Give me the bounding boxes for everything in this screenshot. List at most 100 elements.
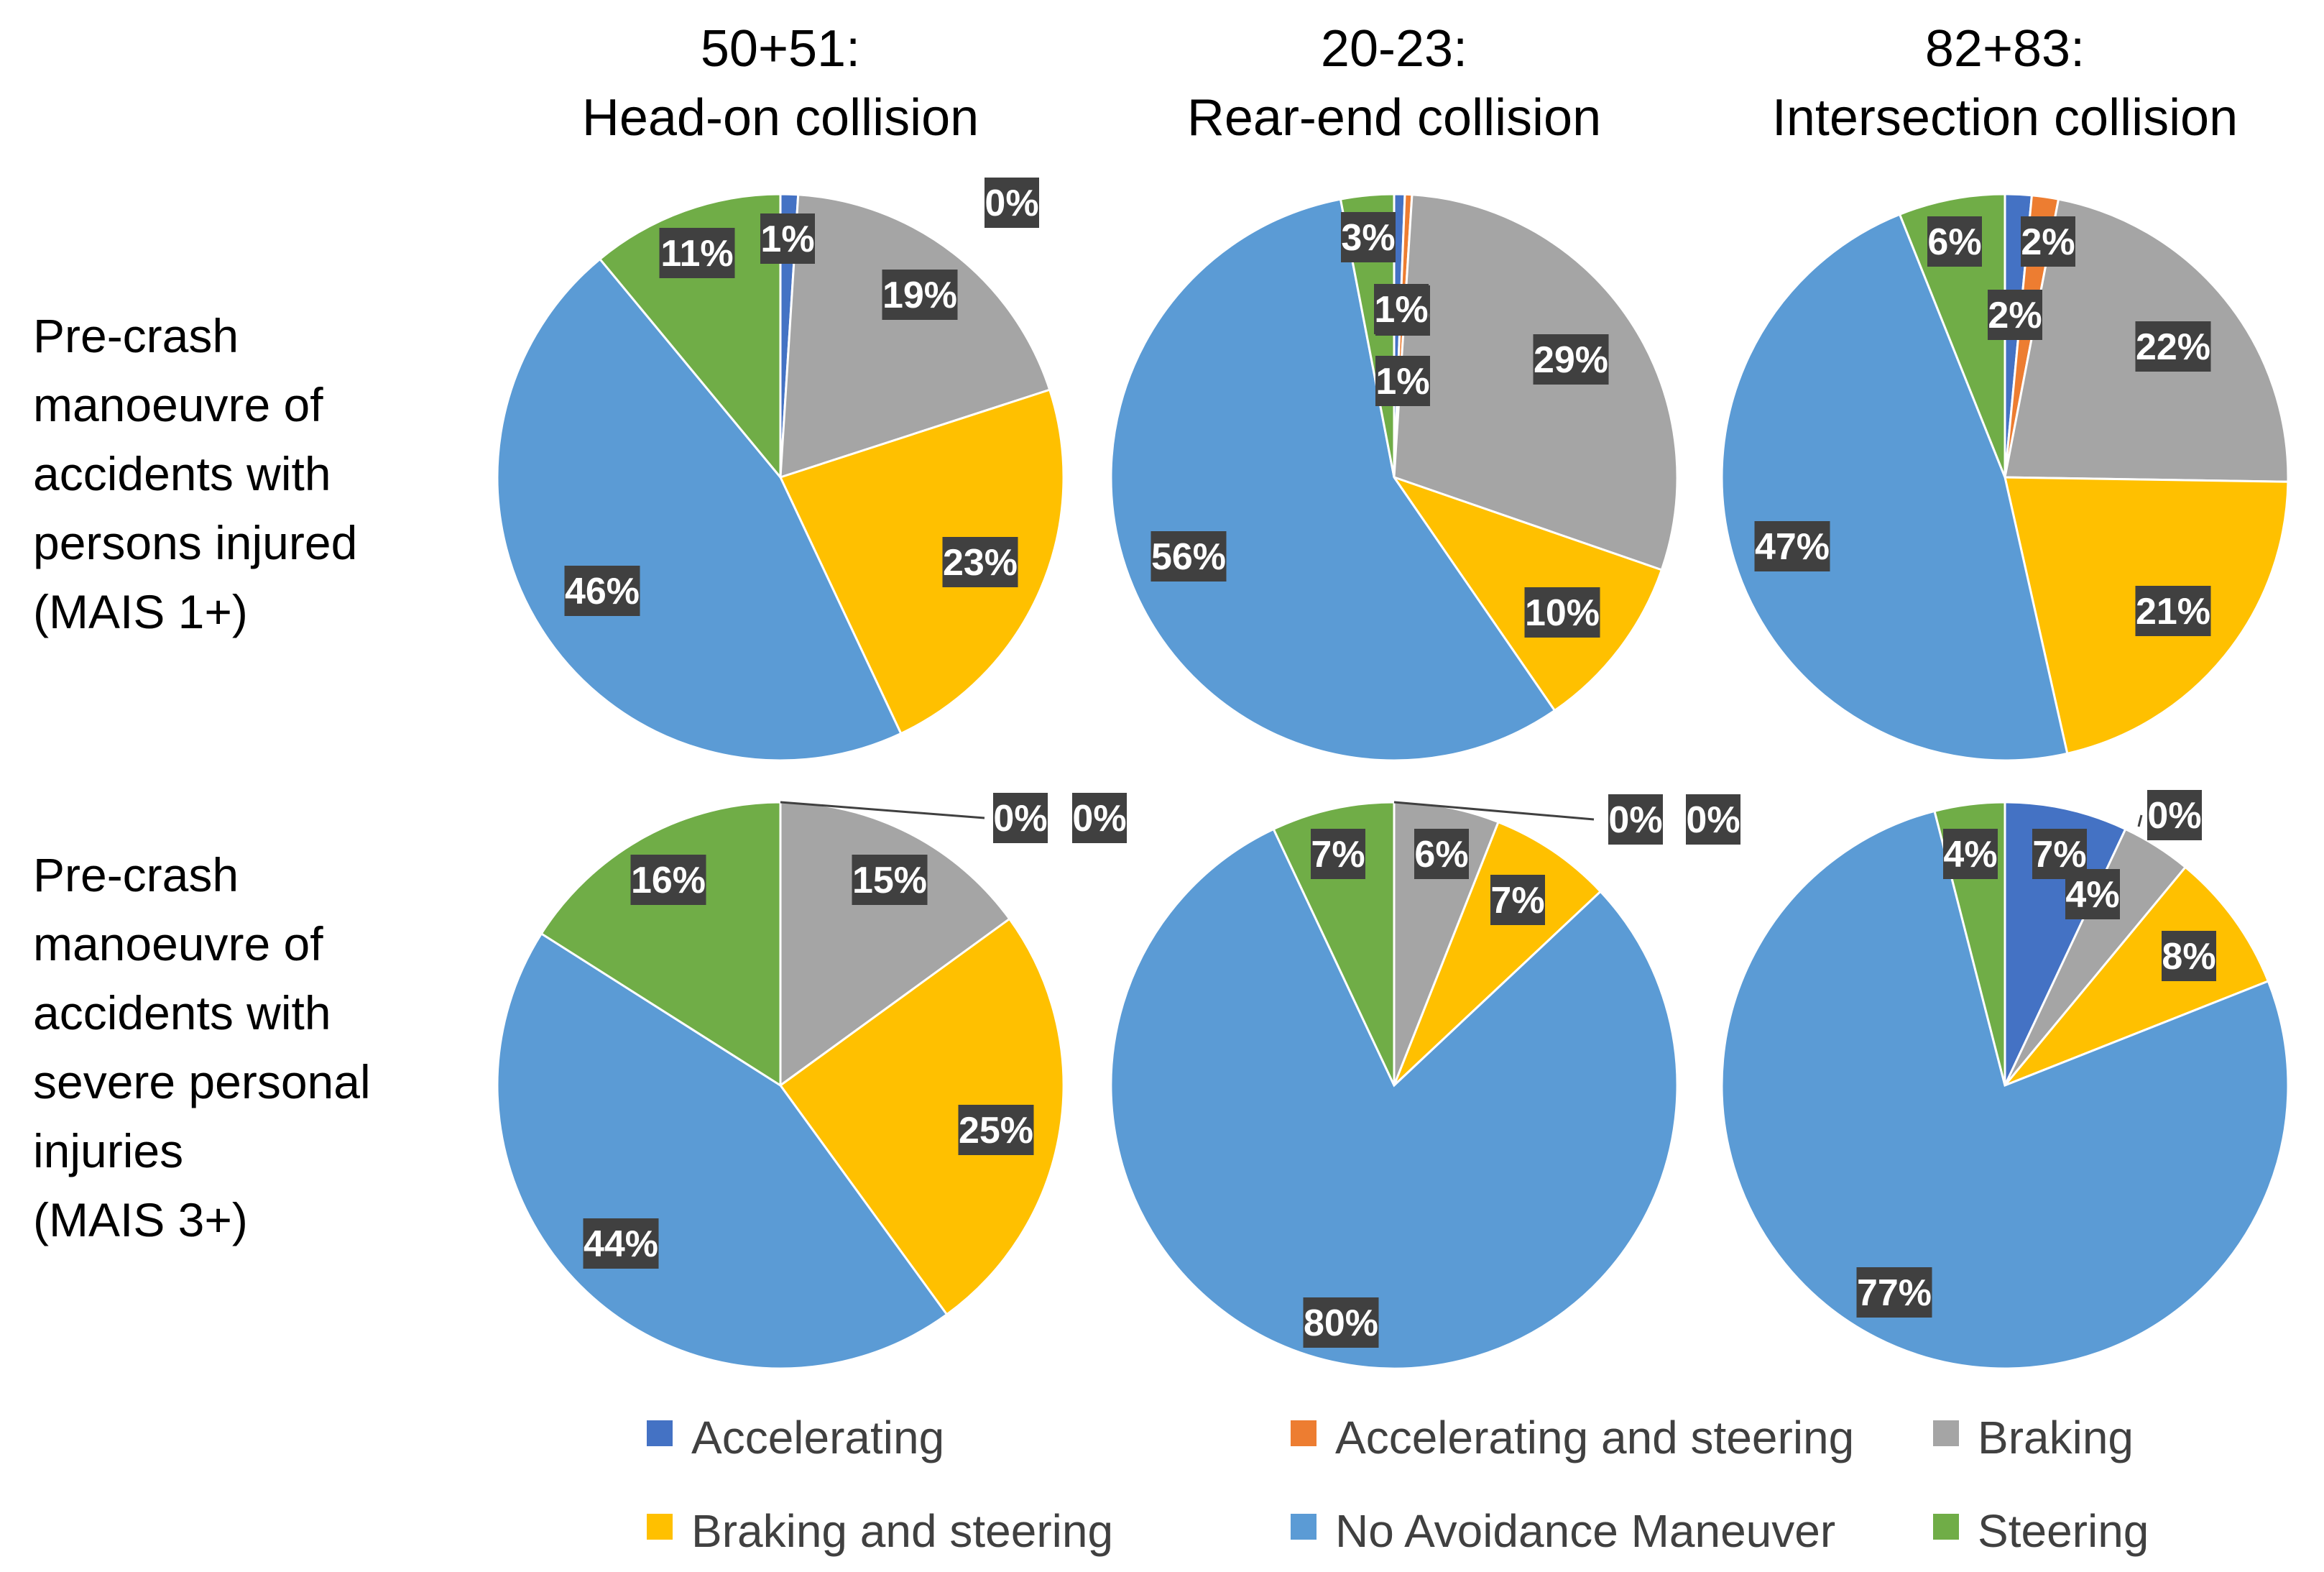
- legend-label-braking: Braking: [1978, 1412, 2134, 1463]
- pie-slice-braking: [779, 193, 1051, 479]
- data-label-no-avoidance-maneuver: 44%: [584, 1223, 658, 1265]
- pie-slice-no-avoidance-maneuver: [1720, 809, 2290, 1370]
- data-label-steering: 6%: [1927, 221, 1981, 263]
- pie-6: 7% 0% 4% 8% 77% 4%: [1720, 790, 2290, 1370]
- pie-1: 1% 0% 19% 23% 46% 11%: [496, 178, 1065, 762]
- data-label-accelerating-and-steering-box: [1375, 356, 1430, 406]
- pie-slice-steering: [1339, 193, 1396, 478]
- data-label-braking-box: [2065, 869, 2120, 919]
- data-label-accelerating-box: [1608, 794, 1663, 845]
- data-label-braking: 4%: [2065, 874, 2119, 916]
- data-label-steering: 4%: [1943, 834, 1997, 875]
- data-label-braking-and-steering: 23%: [943, 542, 1018, 584]
- data-label-braking-box: [852, 855, 928, 905]
- column-title-code-2: 20-23:: [1321, 20, 1467, 78]
- data-label-accelerating-box: [1988, 290, 2042, 340]
- column-title-name-2: Rear-end collision: [1187, 89, 1601, 147]
- legend-swatch-steering: [1933, 1514, 1959, 1540]
- data-label-steering-box: [659, 228, 735, 278]
- data-label-no-avoidance-maneuver: 77%: [1857, 1272, 1932, 1314]
- data-label-braking-box: [2135, 321, 2211, 372]
- row-label-mais3-line: Pre-crash: [33, 848, 239, 901]
- data-label-accelerating-and-steering: 0%: [1072, 798, 1126, 840]
- data-label-braking-and-steering: 7%: [1490, 880, 1544, 921]
- data-label-accelerating-box: [993, 793, 1048, 843]
- data-label-steering-box: [1943, 829, 1998, 879]
- pie-slice-no-avoidance-maneuver: [1110, 198, 1557, 762]
- data-label-braking: 19%: [882, 275, 957, 316]
- data-label-accelerating: 7%: [2032, 834, 2086, 875]
- data-label-braking-and-steering-box: [958, 1105, 1034, 1155]
- data-label-accelerating: 0%: [993, 798, 1047, 840]
- data-label-accelerating-and-steering: 0%: [1686, 799, 1740, 841]
- pie-slice-braking-and-steering: [2003, 865, 2270, 1087]
- data-label-no-avoidance-maneuver-box: [583, 1218, 659, 1269]
- pie-slice-no-avoidance-maneuver: [1720, 213, 2069, 762]
- data-label-braking-box: [882, 270, 958, 320]
- legend-label-accelerating: Accelerating: [691, 1412, 944, 1463]
- legend-swatch-accelerating-and-steering: [1291, 1420, 1317, 1446]
- data-label-accelerating-and-steering-box: [2021, 216, 2075, 267]
- data-label-accelerating: 2%: [1988, 295, 2042, 336]
- legend-label-braking-and-steering: Braking and steering: [691, 1505, 1113, 1557]
- row-label-mais3-line: (MAIS 3+): [33, 1193, 248, 1246]
- legend-swatch-braking: [1933, 1420, 1959, 1446]
- data-label-braking-box: [1533, 334, 1609, 385]
- data-label-no-avoidance-maneuver: 46%: [565, 571, 640, 612]
- data-label-braking-and-steering: 25%: [959, 1110, 1033, 1152]
- column-title-code-3: 82+83:: [1925, 20, 2085, 78]
- data-label-no-avoidance-maneuver-box: [1303, 1297, 1379, 1348]
- data-label-no-avoidance-maneuver-box: [1856, 1267, 1932, 1318]
- data-label-accelerating-and-steering: 0%: [2147, 795, 2201, 837]
- pie-slice-braking-and-steering: [1393, 820, 1603, 1087]
- data-label-braking: 29%: [1534, 339, 1608, 381]
- pie-slice-steering: [598, 193, 782, 481]
- legend-swatch-accelerating: [647, 1420, 673, 1446]
- row-label-mais3-line: injuries: [33, 1124, 183, 1177]
- data-label-braking-and-steering-box: [1524, 587, 1600, 638]
- data-label-no-avoidance-maneuver-box: [564, 566, 640, 616]
- data-label-accelerating: 0%: [1608, 799, 1662, 841]
- data-label-accelerating-and-steering: 2%: [2021, 221, 2075, 263]
- pie-slice-no-avoidance-maneuver: [1110, 827, 1679, 1370]
- data-label-accelerating-and-steering-box: [985, 178, 1039, 228]
- column-title-name-1: Head-on collision: [582, 89, 979, 147]
- pie-slice-braking-and-steering: [778, 917, 1065, 1316]
- data-label-accelerating-and-steering-box: [1686, 794, 1740, 845]
- row-label-mais1-line: manoeuvre of: [33, 378, 323, 431]
- legend-swatch-no-avoidance-maneuver: [1291, 1514, 1317, 1540]
- column-title-code-1: 50+51:: [701, 20, 860, 78]
- column-title-name-3: Intersection collision: [1772, 89, 2238, 147]
- data-label-braking-and-steering-box: [2135, 586, 2211, 636]
- row-label-mais3-line: accidents with: [33, 986, 331, 1039]
- data-label-extra-1: 1%: [1374, 289, 1428, 331]
- data-label-accelerating-box: [760, 213, 815, 264]
- leader-line: [2137, 814, 2143, 827]
- row-label-mais1: Pre-crash manoeuvre of accidents with pe…: [33, 309, 357, 638]
- data-label-steering: 3%: [1341, 217, 1395, 259]
- data-label-steering-box: [1341, 212, 1396, 262]
- data-label-braking: 15%: [852, 860, 927, 901]
- pies-layer: 1%0%19%23%46%11%1%1%29%10%56%3%1%2%2%22%…: [496, 178, 2290, 1370]
- row-label-mais3: Pre-crash manoeuvre of accidents with se…: [33, 848, 371, 1246]
- data-label-no-avoidance-maneuver: 80%: [1304, 1302, 1378, 1344]
- pie-4: 0% 0% 15% 25% 44% 16%: [496, 793, 1127, 1370]
- row-label-mais3-line: severe personal: [33, 1055, 371, 1108]
- data-label-braking-and-steering: 8%: [2162, 936, 2215, 978]
- legend-swatch-braking-and-steering: [647, 1514, 673, 1540]
- pie-slice-steering: [540, 801, 782, 1088]
- data-label-no-avoidance-maneuver-box: [1754, 521, 1830, 571]
- data-label-braking-and-steering: 21%: [2136, 591, 2210, 633]
- data-label-braking-box: [1414, 829, 1469, 879]
- row-label-mais3-line: manoeuvre of: [33, 917, 323, 970]
- data-label-steering: 7%: [1311, 834, 1365, 875]
- pie-slice-no-avoidance-maneuver: [496, 257, 903, 762]
- data-label-steering-box: [1927, 216, 1982, 267]
- pie-2: 1%1%29%10%56%3%1%: [1110, 193, 1679, 762]
- data-label-accelerating: 1%: [760, 219, 814, 260]
- data-label-accelerating-and-steering: 0%: [985, 183, 1038, 224]
- legend: Accelerating Accelerating and steering B…: [647, 1412, 2149, 1557]
- column-titles: 50+51: Head-on collision 20-23: Rear-end…: [582, 20, 2238, 147]
- data-label-no-avoidance-maneuver-box: [1151, 531, 1227, 582]
